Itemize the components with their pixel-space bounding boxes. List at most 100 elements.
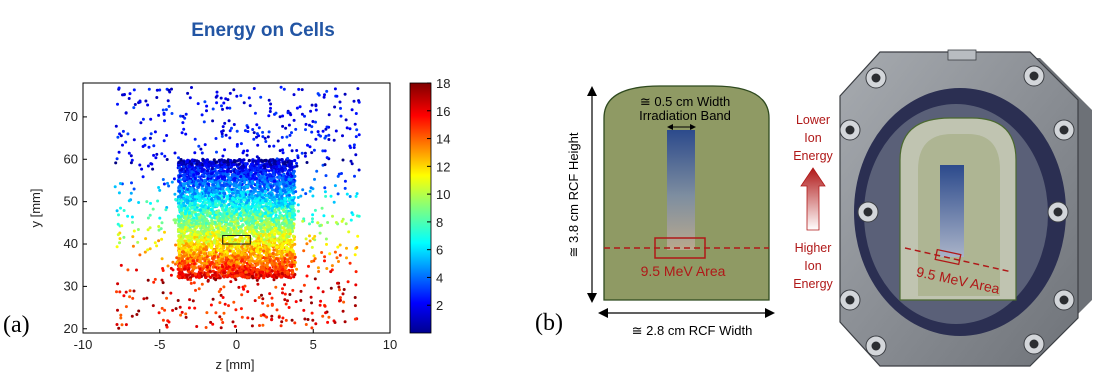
scatter-point bbox=[199, 271, 203, 276]
scatter-point bbox=[173, 221, 177, 225]
scatter-point bbox=[114, 161, 118, 165]
scatter-point bbox=[265, 315, 269, 319]
scatter-point bbox=[225, 106, 229, 110]
scatter-point bbox=[227, 304, 230, 308]
scatter-point bbox=[126, 214, 130, 218]
scatter-point bbox=[238, 194, 242, 198]
scatter-point bbox=[225, 169, 229, 174]
scatter-point bbox=[325, 242, 328, 246]
scatter-point bbox=[184, 312, 188, 316]
scatter-point bbox=[273, 197, 277, 201]
scatter-point bbox=[116, 282, 120, 286]
scatter-point bbox=[183, 245, 187, 250]
scatter-point bbox=[259, 219, 263, 223]
scatter-point bbox=[269, 163, 273, 167]
scatter-point bbox=[239, 224, 243, 229]
scatter-point bbox=[261, 270, 265, 274]
scatter-point bbox=[165, 158, 169, 161]
scatter-point bbox=[153, 241, 157, 245]
scatter-point bbox=[184, 132, 188, 136]
scatter-point bbox=[214, 164, 218, 168]
scatter-point bbox=[157, 239, 161, 243]
scatter-point bbox=[232, 224, 236, 228]
scatter-point bbox=[342, 288, 346, 291]
scatter-point bbox=[237, 249, 242, 253]
scatter-point bbox=[287, 306, 291, 309]
scatter-point bbox=[259, 165, 263, 169]
scatter-point bbox=[246, 190, 250, 194]
scatter-point bbox=[176, 267, 180, 271]
scatter-point bbox=[266, 188, 270, 192]
scatter-point bbox=[162, 182, 166, 186]
scatter-point bbox=[323, 255, 327, 259]
scatter-point bbox=[232, 184, 236, 188]
scatter-point bbox=[251, 196, 255, 200]
scatter-point bbox=[290, 196, 294, 200]
scatter-point bbox=[272, 275, 276, 279]
scatter-point bbox=[232, 163, 236, 167]
scatter-point bbox=[234, 199, 238, 203]
scatter-point bbox=[163, 119, 166, 123]
scatter-point bbox=[187, 228, 191, 232]
scatter-point bbox=[204, 248, 208, 252]
colorbar-tick-label: 18 bbox=[436, 76, 450, 91]
scatter-point bbox=[131, 296, 135, 300]
scatter-point bbox=[253, 254, 257, 258]
scatter-point bbox=[250, 192, 254, 196]
scatter-point bbox=[228, 249, 232, 253]
scatter-point bbox=[235, 169, 239, 173]
scatter-point bbox=[249, 226, 253, 230]
scatter-point bbox=[187, 165, 191, 169]
scatter-point bbox=[286, 299, 289, 303]
scatter-point bbox=[285, 175, 289, 179]
holder-dashed-line bbox=[904, 247, 1013, 273]
scatter-point bbox=[211, 256, 215, 260]
scatter-point bbox=[294, 190, 298, 194]
scatter-point bbox=[189, 278, 193, 282]
scatter-point bbox=[228, 181, 232, 185]
scatter-point bbox=[316, 286, 320, 290]
scatter-point bbox=[171, 308, 175, 312]
scatter-point bbox=[228, 194, 233, 198]
scatter-point bbox=[177, 160, 181, 165]
scatter-point bbox=[229, 229, 233, 233]
scatter-point bbox=[277, 223, 281, 227]
scatter-point bbox=[205, 104, 209, 108]
scatter-point bbox=[257, 206, 261, 210]
scatter-point bbox=[265, 193, 269, 198]
scatter-point bbox=[339, 298, 342, 302]
scatter-point bbox=[235, 94, 239, 98]
scatter-point bbox=[347, 230, 351, 234]
scatter-point bbox=[238, 239, 242, 243]
scatter-point bbox=[148, 136, 152, 140]
scatter-point bbox=[186, 195, 190, 199]
scatter-point bbox=[265, 253, 269, 257]
scatter-point bbox=[304, 128, 307, 132]
scatter-point bbox=[242, 198, 247, 202]
holder-area-box bbox=[934, 248, 962, 266]
scatter-point bbox=[116, 135, 120, 139]
scatter-point bbox=[225, 197, 229, 201]
scatter-point bbox=[179, 114, 183, 118]
scatter-point bbox=[264, 258, 268, 262]
scatter-point bbox=[217, 290, 221, 294]
scatter-point bbox=[259, 170, 263, 174]
scatter-point bbox=[224, 218, 228, 222]
scatter-point bbox=[229, 223, 233, 227]
scatter-point bbox=[311, 318, 315, 322]
scatter-point bbox=[198, 163, 202, 167]
scatter-point bbox=[135, 268, 138, 272]
scatter-point bbox=[194, 195, 199, 199]
scatter-point bbox=[195, 172, 199, 176]
scatter-point bbox=[181, 234, 185, 238]
scatter-point bbox=[198, 260, 202, 264]
scatter-point bbox=[290, 149, 294, 153]
scatter-point bbox=[304, 237, 308, 241]
scatter-point bbox=[122, 209, 126, 212]
scatter-point bbox=[266, 214, 270, 218]
y-axis-label: y [mm] bbox=[28, 189, 43, 228]
scatter-point bbox=[219, 287, 223, 291]
scatter-point bbox=[263, 136, 267, 140]
scatter-point bbox=[184, 112, 188, 116]
scatter-point bbox=[256, 191, 260, 195]
